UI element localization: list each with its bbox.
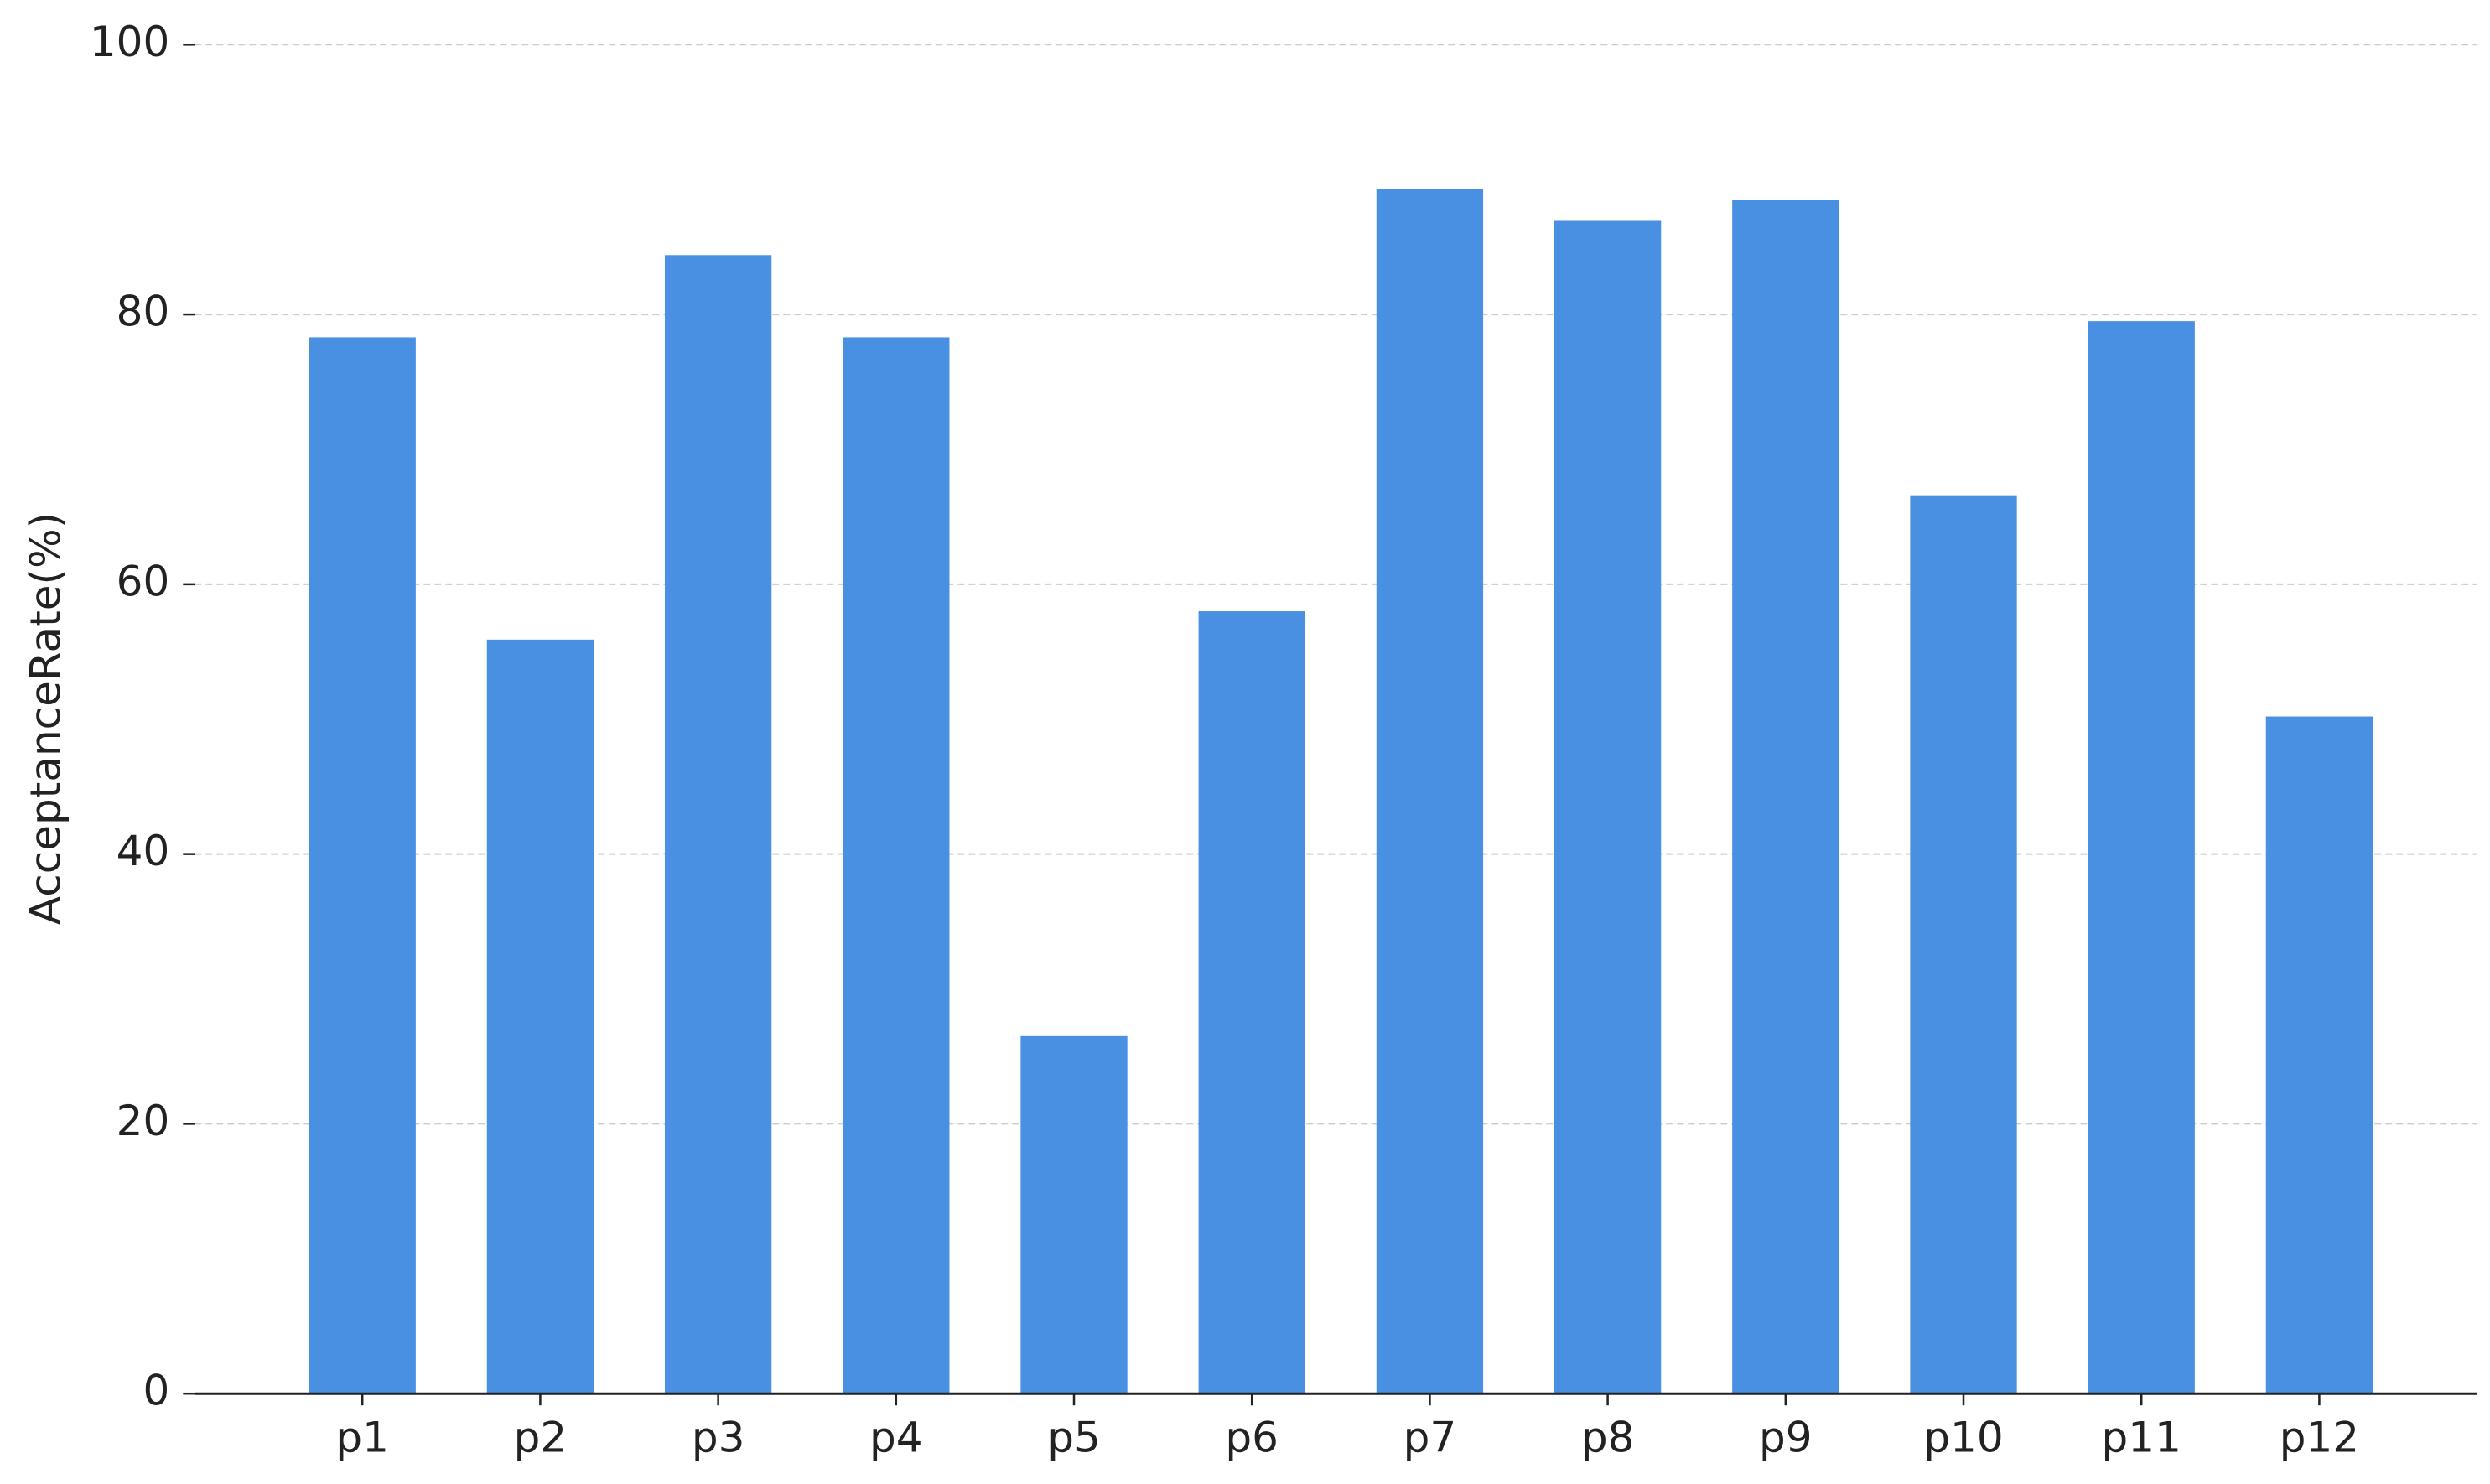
y-tick-label: 100	[90, 18, 169, 66]
bar	[486, 639, 594, 1394]
bar	[1554, 220, 1662, 1394]
bar	[843, 337, 950, 1394]
bar	[1198, 611, 1305, 1394]
x-tick-label: p11	[2102, 1414, 2181, 1462]
x-tick-label: p3	[692, 1414, 745, 1462]
bar	[309, 337, 416, 1394]
x-tick-label: p10	[1923, 1414, 2003, 1462]
x-tick-label: p4	[869, 1414, 923, 1462]
bar	[1732, 200, 1839, 1394]
x-tick-label: p6	[1225, 1414, 1279, 1462]
x-tick-label: p7	[1403, 1414, 1457, 1462]
y-tick-label: 0	[143, 1367, 169, 1415]
y-tick-label: 60	[117, 557, 170, 605]
bar	[1020, 1035, 1128, 1394]
bar	[2265, 716, 2373, 1394]
y-tick-label: 80	[117, 288, 170, 336]
y-tick-label: 20	[117, 1097, 170, 1145]
x-tick-label: p5	[1047, 1414, 1101, 1462]
y-axis-label: AcceptanceRate(%)	[22, 512, 70, 925]
bar	[2088, 321, 2195, 1394]
x-tick-label: p8	[1581, 1414, 1635, 1462]
x-tick-label: p1	[335, 1414, 389, 1462]
bar	[664, 255, 772, 1394]
bar	[1376, 189, 1484, 1394]
x-tick-label: p9	[1759, 1414, 1813, 1462]
x-tick-label: p2	[514, 1414, 568, 1462]
bar	[1910, 495, 2017, 1394]
y-tick-label: 40	[117, 827, 170, 875]
x-tick-label: p12	[2280, 1414, 2359, 1462]
